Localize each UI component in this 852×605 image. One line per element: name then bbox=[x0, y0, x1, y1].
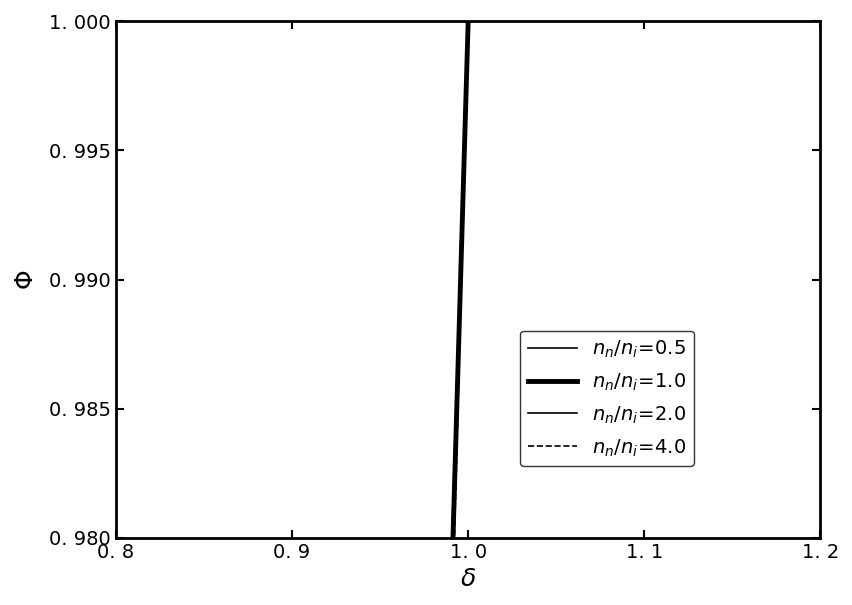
Y-axis label: $\Phi$: $\Phi$ bbox=[14, 269, 37, 290]
Legend: $n_n/n_i\!=\!0.5$, $n_n/n_i\!=\!1.0$, $n_n/n_i\!=\!2.0$, $n_n/n_i\!=\!4.0$: $n_n/n_i\!=\!0.5$, $n_n/n_i\!=\!1.0$, $n… bbox=[520, 330, 693, 466]
X-axis label: $\delta$: $\delta$ bbox=[459, 567, 475, 591]
